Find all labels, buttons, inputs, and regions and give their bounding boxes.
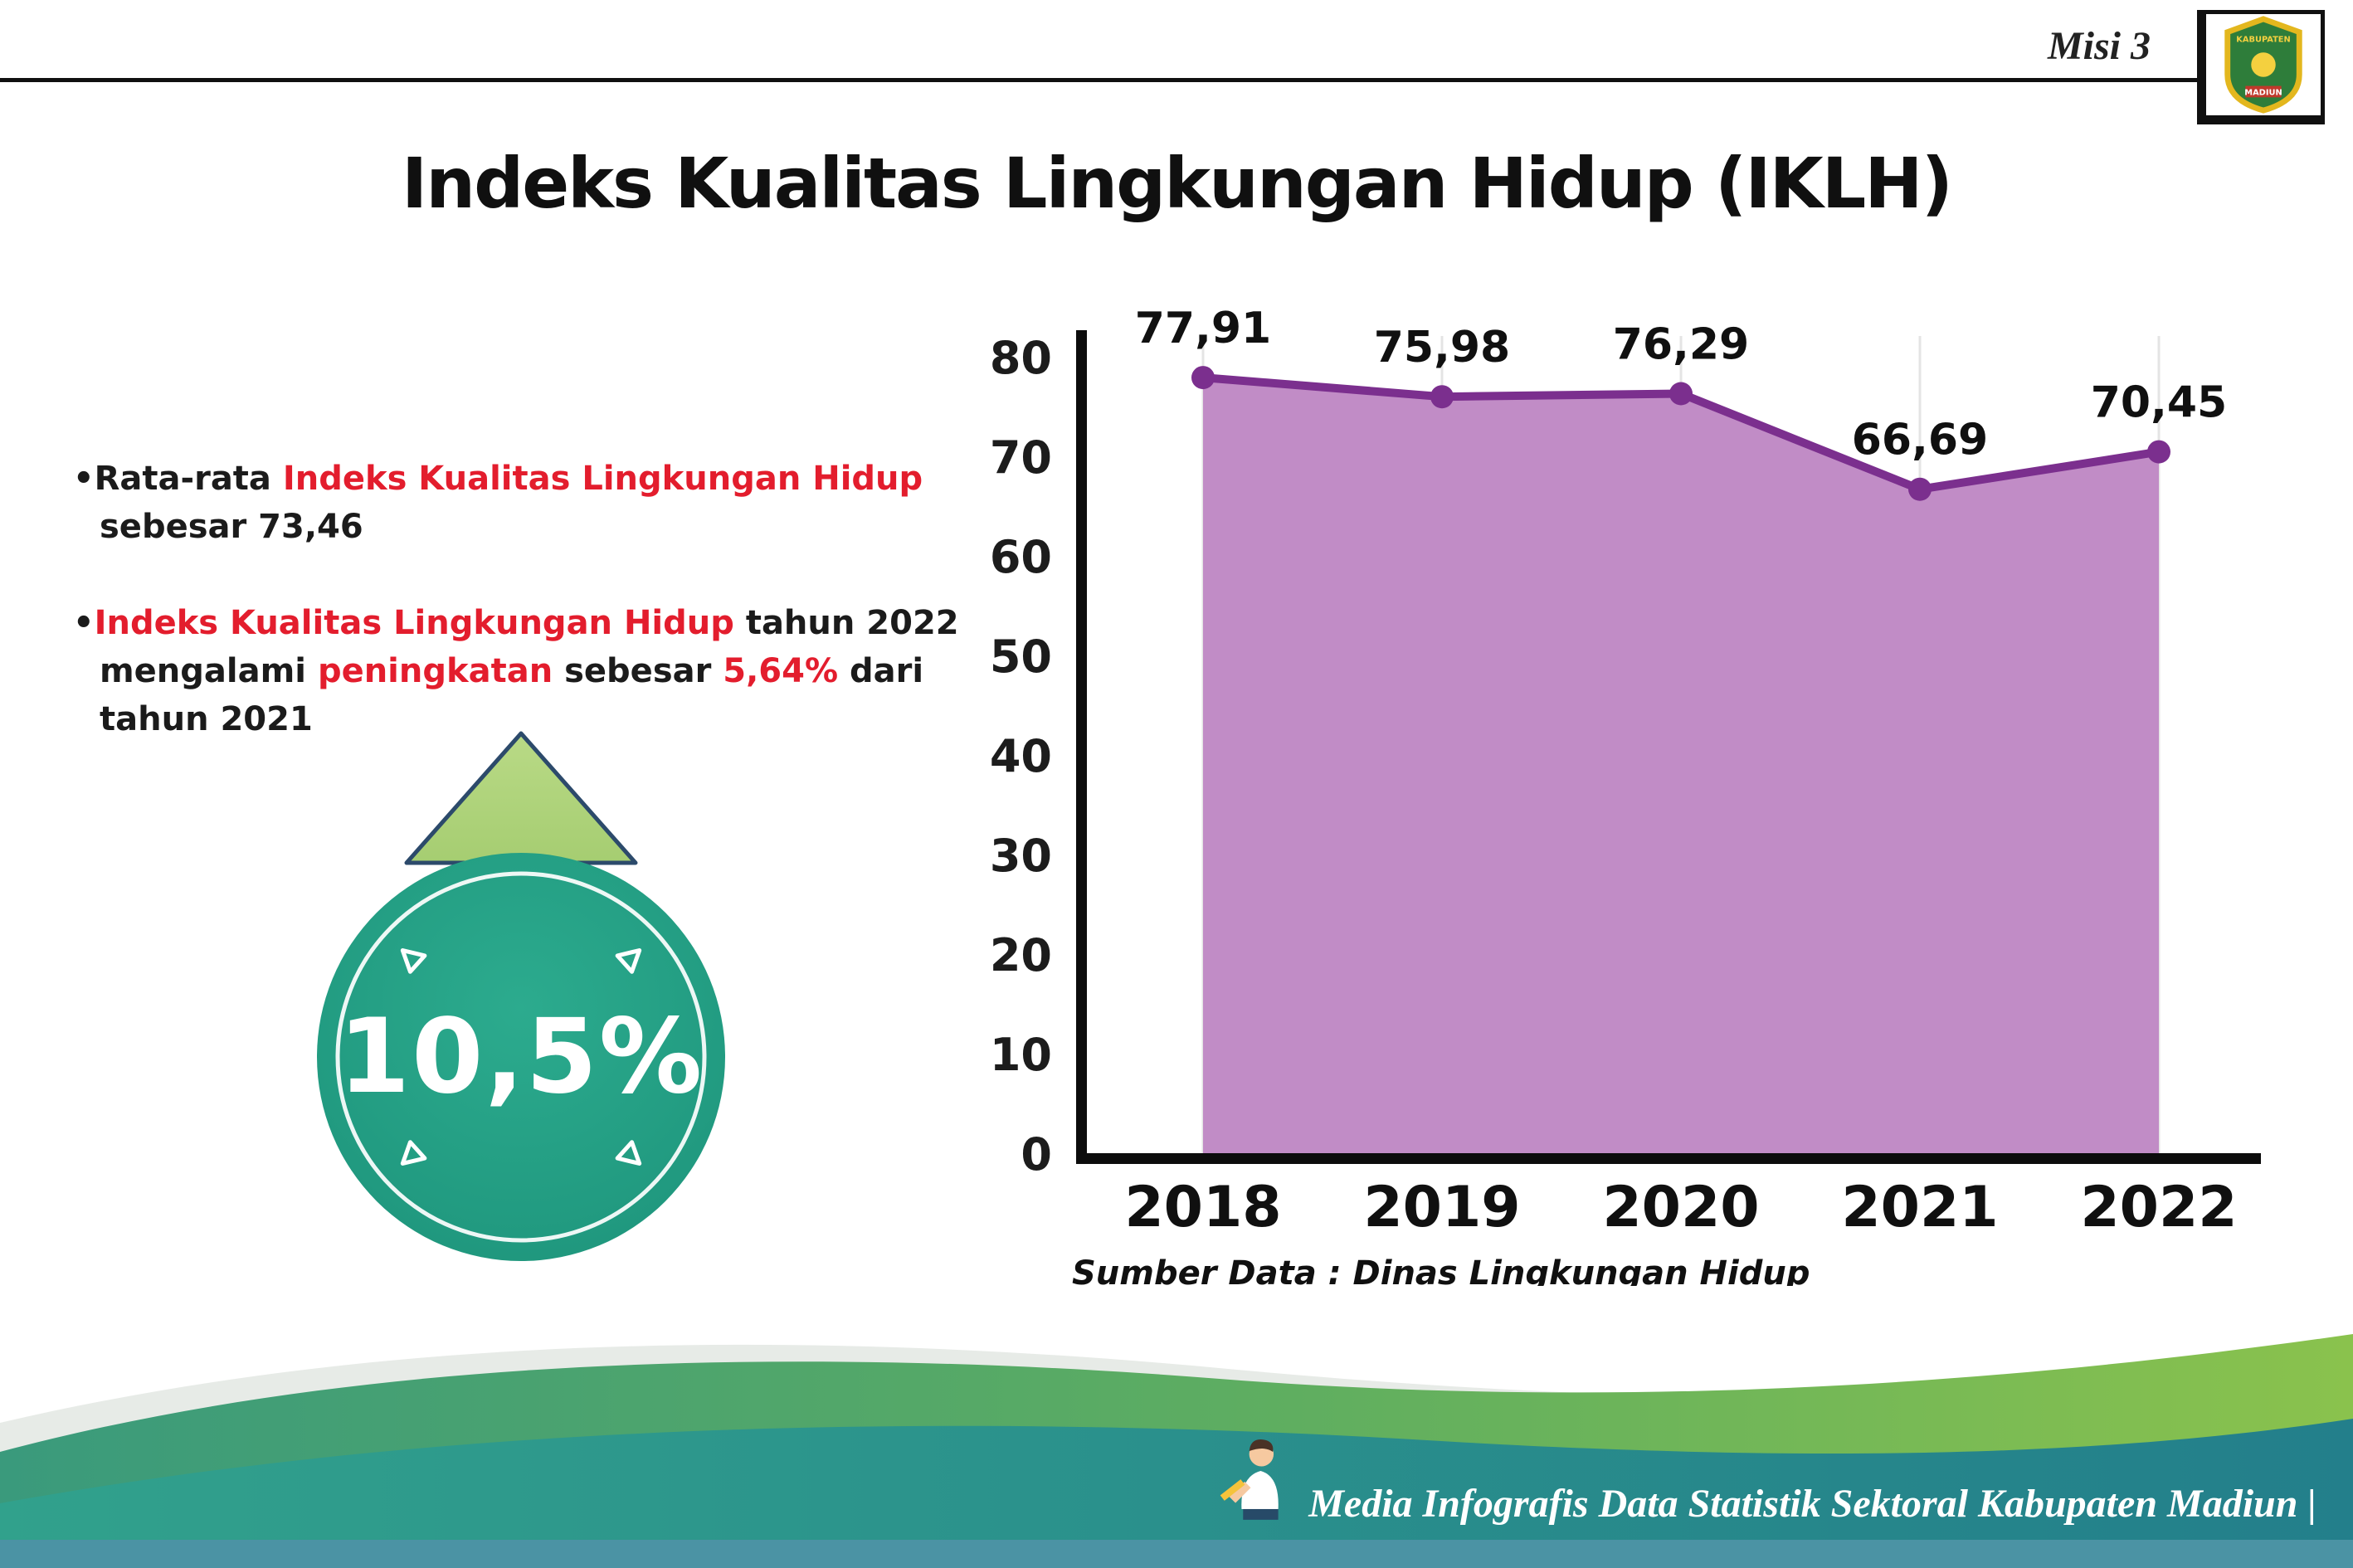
svg-text:70,45: 70,45	[2091, 378, 2227, 428]
bullet-increase-2022: •Indeks Kualitas Lingkungan Hidup tahun …	[73, 599, 961, 743]
bullet-text-highlight: 5,64%	[723, 652, 839, 690]
bullet-text-highlight: Indeks Kualitas Lingkungan Hidup	[282, 460, 923, 498]
svg-text:2022: 2022	[2080, 1175, 2237, 1240]
bullet-marker: •	[73, 460, 95, 498]
logo-top-text: KABUPATEN	[2236, 35, 2290, 44]
iklh-area-chart: 77,91 75,98 76,29 66,69 70,45 0 10 20 30 40 50 60 70…	[979, 274, 2307, 1253]
increase-percentage: 10,5%	[338, 997, 704, 1117]
increase-badge: 10,5%	[305, 728, 740, 1319]
svg-text:0: 0	[1021, 1128, 1052, 1181]
svg-text:10: 10	[990, 1029, 1052, 1081]
svg-text:2018: 2018	[1124, 1175, 1281, 1240]
bullet-marker: •	[73, 604, 95, 642]
svg-text:76,29: 76,29	[1613, 320, 1749, 370]
kabupaten-madiun-logo: KABUPATEN MADIUN	[2224, 16, 2302, 114]
svg-text:80: 80	[990, 332, 1052, 384]
bullet-average-iklh: •Rata-rata Indeks Kualitas Lingkungan Hi…	[73, 455, 961, 551]
logo-frame: KABUPATEN MADIUN	[2197, 10, 2325, 124]
logo-bottom-text: MADIUN	[2244, 88, 2282, 97]
svg-text:2020: 2020	[1602, 1175, 1759, 1240]
svg-text:75,98: 75,98	[1374, 323, 1510, 373]
bullet-text-highlight: Indeks Kualitas Lingkungan Hidup	[94, 604, 734, 642]
svg-text:30: 30	[990, 830, 1052, 882]
svg-text:70: 70	[990, 431, 1052, 484]
svg-text:20: 20	[990, 929, 1052, 981]
bullet-text-highlight: peningkatan	[317, 652, 553, 690]
bullet-text: tahun 2022 mengalami	[100, 604, 959, 690]
bullet-text: sebesar	[553, 652, 723, 690]
page-title: Indeks Kualitas Lingkungan Hidup (IKLH)	[402, 143, 1953, 225]
footer-wave-decoration	[0, 1286, 2353, 1568]
chart-canvas: 77,91 75,98 76,29 66,69 70,45 0 10 20 30 40 50 60 70…	[990, 304, 2261, 1240]
svg-text:2019: 2019	[1363, 1175, 1520, 1240]
bullet-text: Rata-rata	[94, 460, 283, 498]
svg-text:60: 60	[990, 531, 1052, 583]
badge-circle: 10,5%	[317, 853, 725, 1261]
mascot-icon	[1220, 1439, 1279, 1520]
footer-bar: Media Infografis Data Statistik Sektoral…	[1217, 1434, 2316, 1527]
svg-text:2021: 2021	[1841, 1175, 1998, 1240]
svg-text:40: 40	[990, 730, 1052, 782]
bullet-text: sebesar 73,46	[100, 508, 363, 546]
badge-ring-decoration	[335, 871, 707, 1243]
misi-label: Misi 3	[2047, 24, 2151, 68]
footer-caption: Media Infografis Data Statistik Sektoral…	[1308, 1482, 2316, 1526]
key-points-list: •Rata-rata Indeks Kualitas Lingkungan Hi…	[73, 455, 961, 791]
bullet-text: dari tahun 2021	[100, 652, 924, 738]
svg-text:66,69: 66,69	[1852, 416, 1988, 465]
header-divider	[0, 78, 2199, 82]
svg-text:77,91: 77,91	[1135, 304, 1271, 353]
svg-text:50: 50	[990, 631, 1052, 683]
